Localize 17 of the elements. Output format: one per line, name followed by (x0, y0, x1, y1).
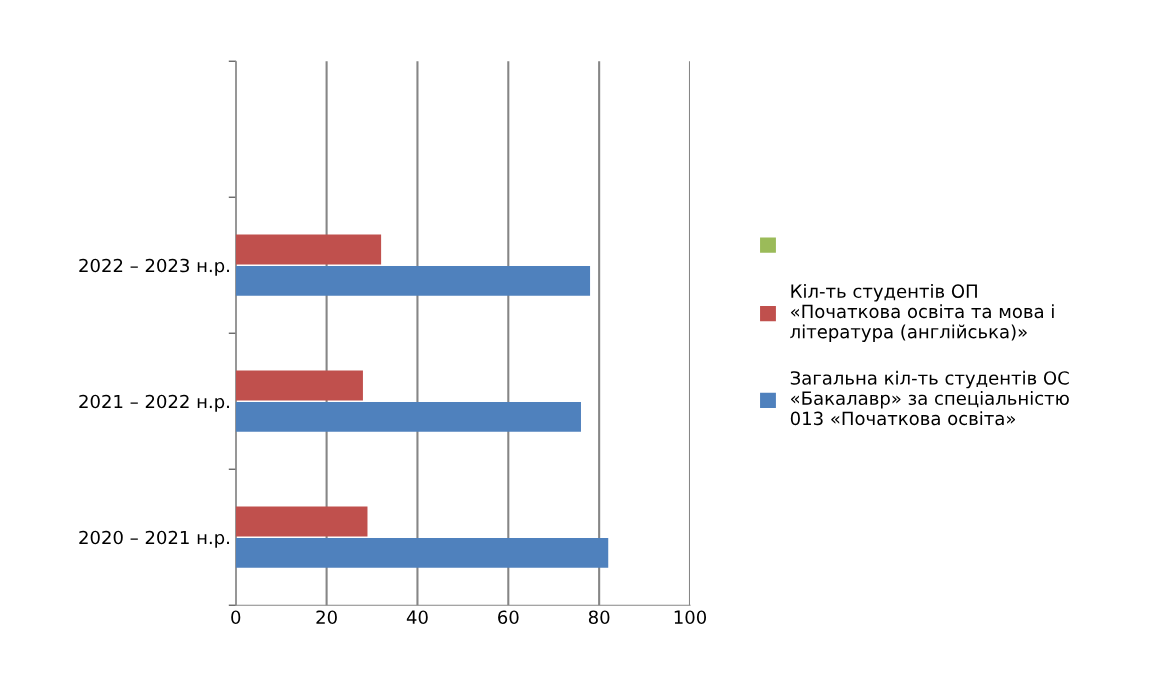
x-tick-label: 80 (588, 610, 610, 625)
bar (235, 234, 382, 265)
x-tick-label: 100 (674, 610, 707, 625)
bar (235, 370, 363, 401)
y-tick-label: 2021 – 2022 н.р. (79, 394, 229, 412)
x-tick-label: 20 (316, 610, 337, 625)
legend-label: Загальна кіл-ть студентів ОС «Бакалавр» за спеціальністю 013 «Початкова освіта» (790, 370, 1069, 426)
x-tick-label: 40 (406, 610, 428, 625)
bar (235, 265, 591, 296)
y-tick-label: 2020 – 2021 н.р. (79, 530, 229, 548)
legend-label: Кіл-ть студентів ОП «Початкова освіта та мова і література (англійська)» (790, 284, 1054, 342)
x-tick-label: 0 (231, 610, 241, 625)
bar (235, 537, 609, 568)
bar (235, 506, 368, 537)
bar (235, 401, 581, 432)
y-tick-label: 2022 – 2023 н.р. (79, 258, 229, 276)
x-tick-label: 60 (498, 610, 519, 625)
